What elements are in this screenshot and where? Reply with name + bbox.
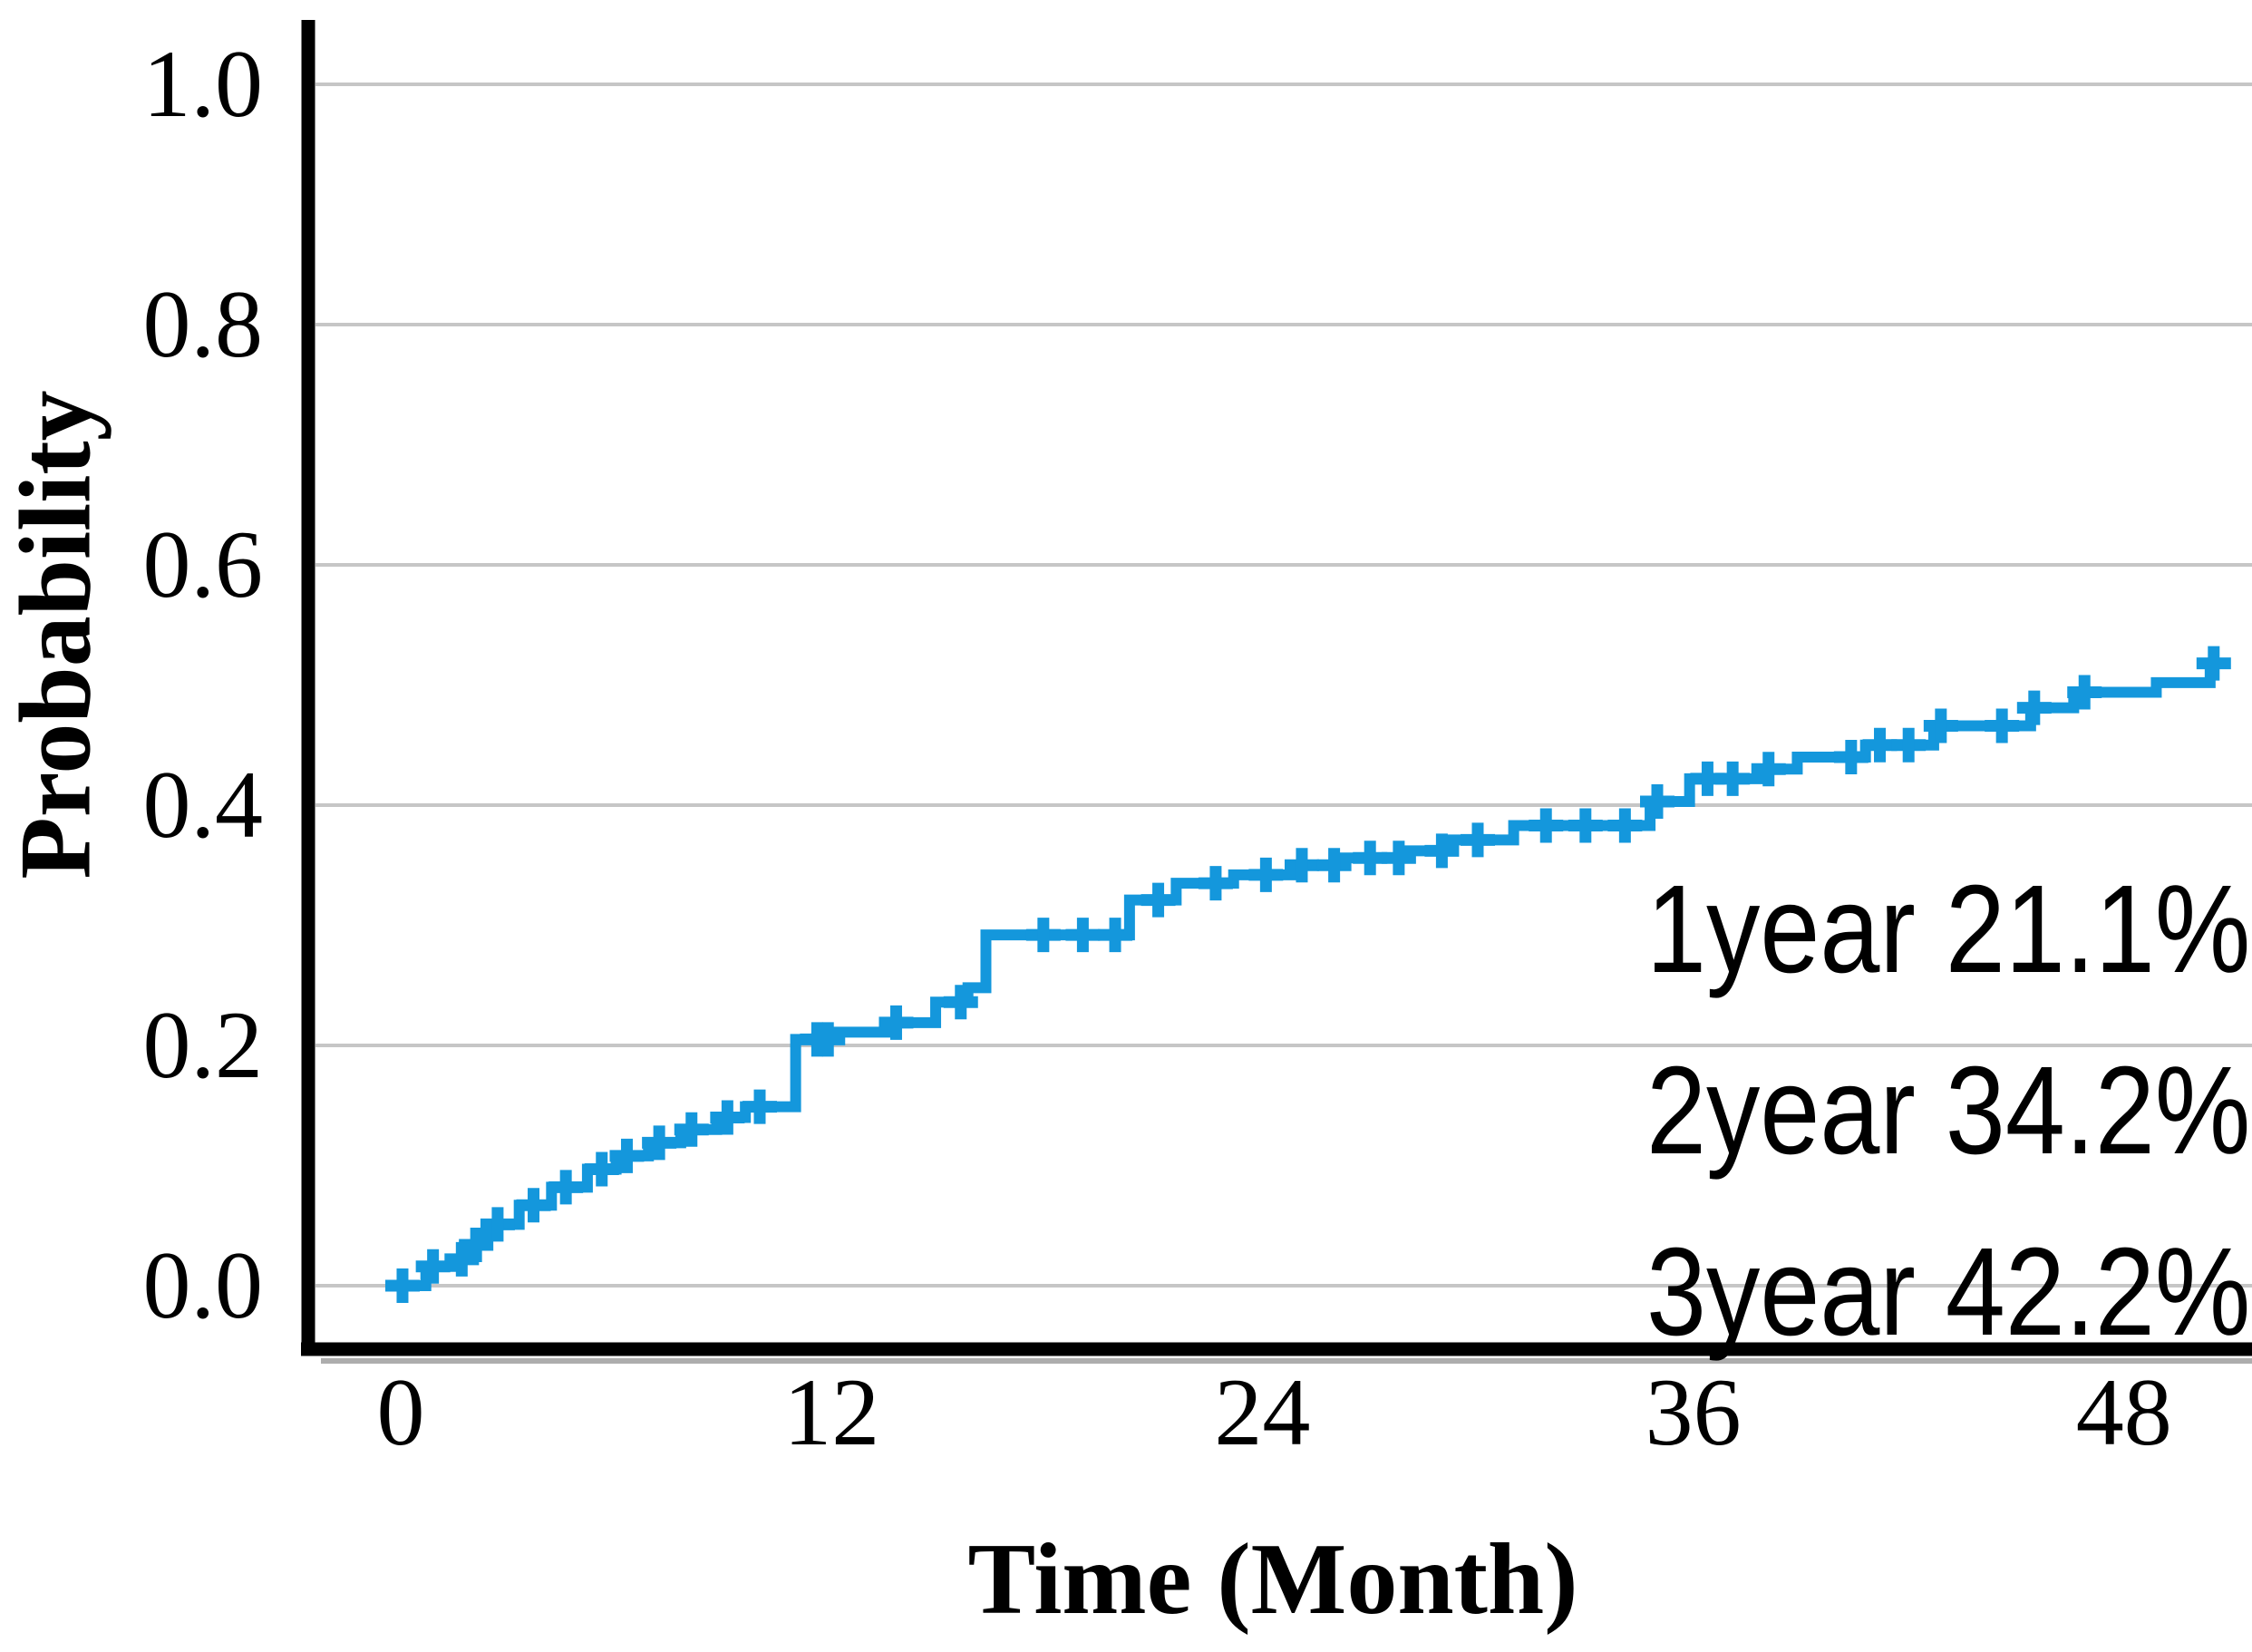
y-tick-label-0.0: 0.0 (142, 1232, 264, 1338)
x-tick-label-12: 12 (783, 1359, 880, 1465)
survival-rate-annotations: 1year 21.1% 2year 34.2% 3year 42.2% (1646, 839, 2250, 1383)
x-tick-label-48: 48 (2075, 1359, 2172, 1465)
x-tick-label-24: 24 (1214, 1359, 1311, 1465)
x-axis-title: Time (Month) (967, 1523, 1578, 1636)
annotation-line-2: 2year 34.2% (1646, 1041, 2251, 1181)
x-tick-label-36: 36 (1645, 1359, 1742, 1465)
y-tick-label-0.6: 0.6 (142, 511, 264, 617)
y-tick-label-0.8: 0.8 (142, 271, 264, 377)
x-tick-label-0: 0 (376, 1359, 425, 1465)
annotation-line-3: 3year 42.2% (1646, 1222, 2251, 1362)
y-tick-label-1.0: 1.0 (142, 31, 264, 137)
y-axis-title: Probability (0, 390, 112, 879)
y-tick-label-0.2: 0.2 (142, 992, 264, 1098)
annotation-line-1: 1year 21.1% (1646, 860, 2251, 999)
y-tick-label-0.4: 0.4 (142, 752, 264, 858)
